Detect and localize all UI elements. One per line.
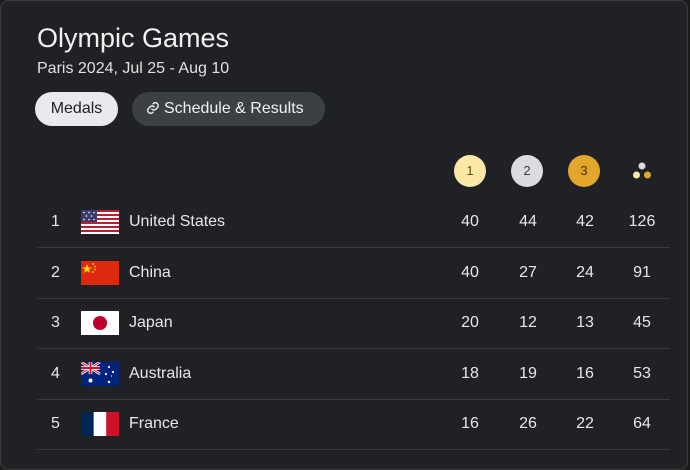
total-count: 45 xyxy=(633,314,651,331)
bronze-count: 22 xyxy=(576,415,594,432)
silver-medal-icon: 2 xyxy=(511,155,543,187)
table-row[interactable]: 3 Japan 20 12 13 45 xyxy=(37,298,670,349)
total-count: 91 xyxy=(633,264,651,281)
total-count: 53 xyxy=(633,365,651,382)
total-count: 126 xyxy=(628,213,656,230)
bronze-count: 24 xyxy=(576,264,594,281)
gold-count: 18 xyxy=(461,365,479,382)
gold-medal-icon: 1 xyxy=(454,155,486,187)
medals-total-icon xyxy=(633,162,651,179)
silver-count: 27 xyxy=(519,264,537,281)
silver-count: 12 xyxy=(519,314,537,331)
country-name: China xyxy=(129,264,171,281)
bronze-medal-icon: 3 xyxy=(568,155,600,187)
tab-schedule-label: Schedule & Results xyxy=(164,100,304,117)
rank: 1 xyxy=(51,213,60,230)
bronze-count: 42 xyxy=(576,213,594,230)
gold-count: 20 xyxy=(461,314,479,331)
total-column-header xyxy=(625,155,659,189)
country-name: France xyxy=(129,415,179,432)
table-row[interactable]: 2 China 40 27 24 91 xyxy=(37,248,670,299)
gold-count: 16 xyxy=(461,415,479,432)
rank: 2 xyxy=(51,264,60,281)
tab-medals-label: Medals xyxy=(50,100,103,117)
japan-flag-icon xyxy=(81,311,119,335)
table-row[interactable]: 5 France 16 26 22 64 xyxy=(37,399,670,450)
france-flag-icon xyxy=(81,412,119,436)
bronze-count: 16 xyxy=(576,365,594,382)
gold-column-header: 1 xyxy=(454,155,488,189)
total-count: 64 xyxy=(633,415,651,432)
us-flag-icon xyxy=(81,210,119,234)
country-name: Australia xyxy=(129,365,192,382)
table-row[interactable]: 1 United States 40 44 42 126 xyxy=(37,197,670,248)
silver-count: 26 xyxy=(519,415,537,432)
page-title: Olympic Games xyxy=(37,23,230,53)
tab-medals[interactable]: Medals xyxy=(35,92,118,126)
bronze-count: 13 xyxy=(576,314,594,331)
china-flag-icon xyxy=(81,261,119,285)
gold-count: 40 xyxy=(461,213,479,230)
tab-schedule-results[interactable]: Schedule & Results xyxy=(132,92,325,126)
silver-column-header: 2 xyxy=(511,155,545,189)
rank: 5 xyxy=(51,415,60,432)
bronze-column-header: 3 xyxy=(568,155,602,189)
country-name: Japan xyxy=(129,314,173,331)
rank: 4 xyxy=(51,365,60,382)
rank: 3 xyxy=(51,314,60,331)
silver-count: 19 xyxy=(519,365,537,382)
silver-count: 44 xyxy=(519,213,537,230)
australia-flag-icon xyxy=(81,362,119,386)
event-dates: Paris 2024, Jul 25 - Aug 10 xyxy=(37,60,230,77)
country-name: United States xyxy=(129,213,226,230)
table-row[interactable]: 4 Australia 18 19 16 53 xyxy=(37,349,670,400)
gold-count: 40 xyxy=(461,264,479,281)
link-icon xyxy=(147,102,159,114)
